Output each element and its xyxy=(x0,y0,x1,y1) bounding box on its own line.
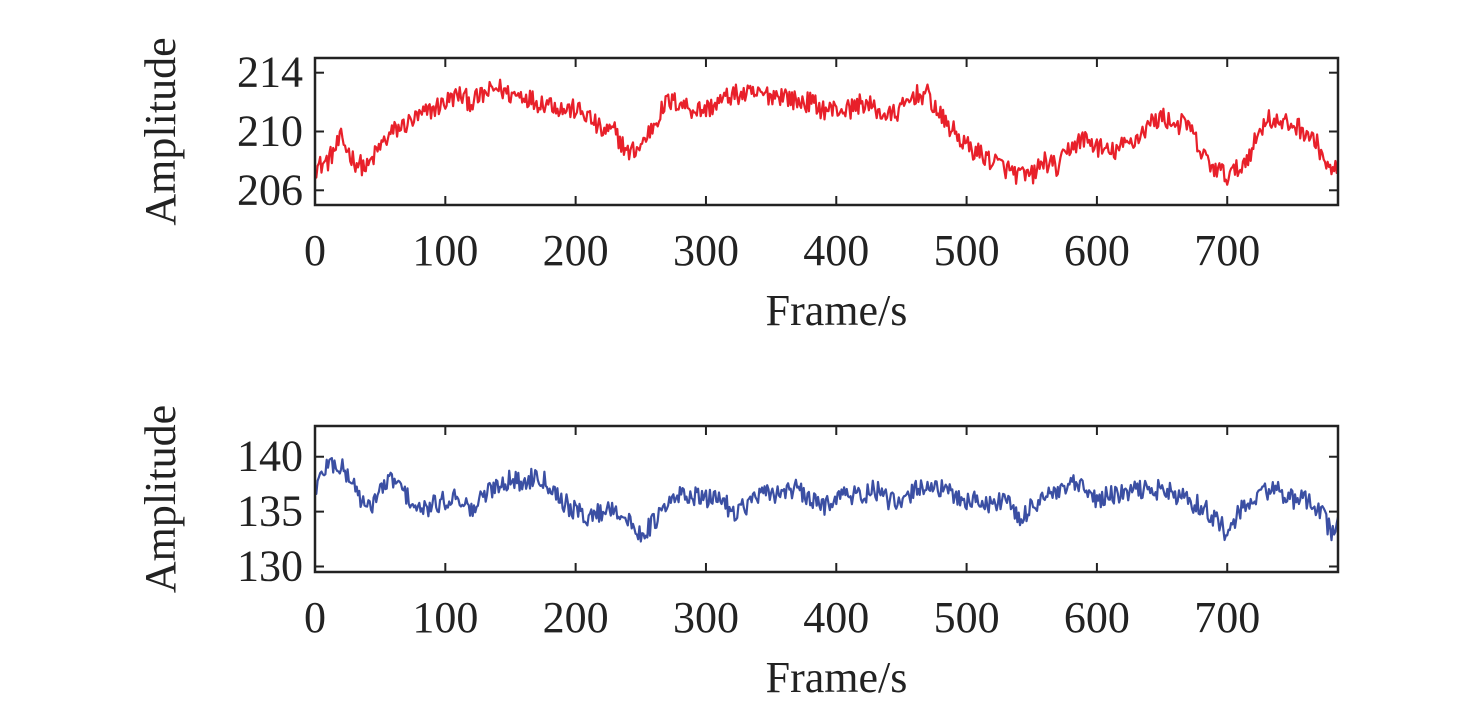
x-tick-label: 700 xyxy=(1194,593,1260,642)
x-tick-label: 100 xyxy=(412,226,478,275)
y-axis-title: Amplitude xyxy=(136,37,185,225)
y-tick-label: 135 xyxy=(237,487,303,536)
chart-panel-1: 0 100 200 300 400 500 600 700 206 210 214 Frame/s Am… xyxy=(136,37,1340,335)
plot-frame xyxy=(313,424,1340,574)
chart-panel-2: 0 100 200 300 400 500 600 700 130 135 140 Frame/s Am… xyxy=(136,405,1340,702)
x-tick-label: 700 xyxy=(1194,226,1260,275)
y-tick-label: 214 xyxy=(237,48,303,97)
x-tick-label: 500 xyxy=(934,226,1000,275)
x-tick-label: 600 xyxy=(1064,593,1130,642)
x-tick-label: 600 xyxy=(1064,226,1130,275)
x-tick-label: 500 xyxy=(934,593,1000,642)
x-tick-label: 100 xyxy=(412,593,478,642)
x-tick-label: 0 xyxy=(304,593,326,642)
x-axis-title: Frame/s xyxy=(766,653,908,702)
x-tick-label: 300 xyxy=(673,226,739,275)
x-tick-label: 400 xyxy=(803,593,869,642)
x-tick-label: 400 xyxy=(803,226,869,275)
x-axis-title: Frame/s xyxy=(766,286,908,335)
y-tick-label: 130 xyxy=(237,542,303,591)
y-tick-label: 210 xyxy=(237,107,303,156)
series-line-1-1 xyxy=(314,78,1340,186)
x-tick-label: 0 xyxy=(304,226,326,275)
y-axis-title: Amplitude xyxy=(136,405,185,593)
y-tick-label: 140 xyxy=(237,432,303,481)
plot-frame xyxy=(313,56,1340,207)
series-line-2-1 xyxy=(313,457,1340,543)
x-tick-label: 300 xyxy=(673,593,739,642)
x-tick-label: 200 xyxy=(543,593,609,642)
y-tick-label: 206 xyxy=(237,165,303,214)
x-tick-label: 200 xyxy=(543,226,609,275)
